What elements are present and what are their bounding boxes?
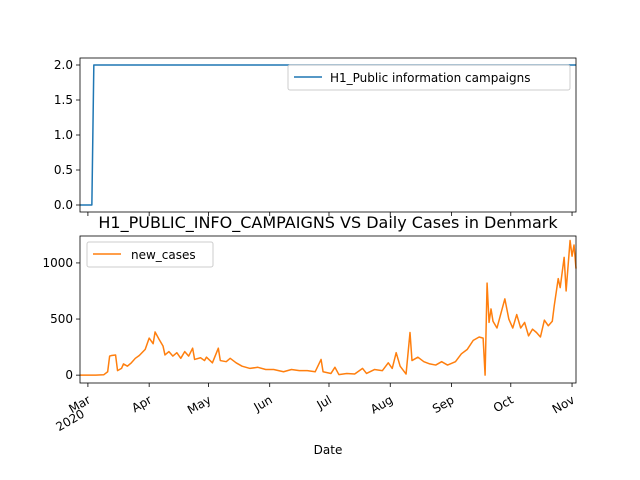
top-y-tick-label: 2.0	[54, 58, 73, 72]
bottom-y-tick-label: 500	[50, 312, 73, 326]
x-tick-label: Jul	[314, 393, 334, 413]
top-legend-label: H1_Public information campaigns	[330, 71, 530, 85]
bottom-y-tick-label: 1000	[42, 256, 73, 270]
top-plot: 0.0 0.5 1.0 1.5 2.0 H1_Public information ca…	[54, 57, 577, 216]
top-y-ticks: 0.0 0.5 1.0 1.5 2.0	[54, 58, 80, 212]
bottom-legend: new_cases	[86, 241, 214, 268]
top-legend: H1_Public information campaigns	[287, 64, 571, 91]
bottom-plot-frame	[79, 235, 577, 384]
bottom-plot-title: H1_PUBLIC_INFO_CAMPAIGNS VS Daily Cases …	[98, 213, 558, 233]
bottom-legend-label: new_cases	[131, 248, 196, 262]
bottom-series-lines	[80, 239, 577, 376]
bottom-plot: H1_PUBLIC_INFO_CAMPAIGNS VS Daily Cases …	[42, 213, 577, 457]
x-axis-label: Date	[314, 443, 343, 457]
top-y-tick-label: 1.5	[54, 93, 73, 107]
bottom-y-ticks: 0 500 1000	[42, 256, 80, 382]
top-plot-frame	[79, 57, 577, 213]
top-y-tick-label: 0.5	[54, 163, 73, 177]
bottom-y-tick-label: 0	[65, 368, 73, 382]
bottom-series-line	[80, 239, 577, 376]
top-y-tick-label: 1.0	[54, 128, 73, 142]
top-x-ticks	[87, 212, 573, 216]
top-y-tick-label: 0.0	[54, 198, 73, 212]
top-legend-box	[287, 64, 571, 91]
bottom-legend-box	[86, 241, 214, 268]
